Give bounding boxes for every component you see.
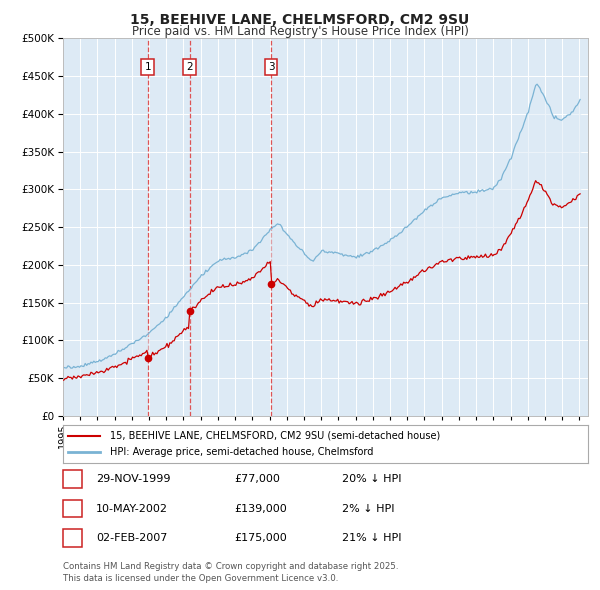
Text: 15, BEEHIVE LANE, CHELMSFORD, CM2 9SU: 15, BEEHIVE LANE, CHELMSFORD, CM2 9SU (130, 13, 470, 27)
Text: 3: 3 (69, 533, 76, 543)
Text: 15, BEEHIVE LANE, CHELMSFORD, CM2 9SU (semi-detached house): 15, BEEHIVE LANE, CHELMSFORD, CM2 9SU (s… (110, 431, 440, 441)
Text: 02-FEB-2007: 02-FEB-2007 (96, 533, 167, 543)
Text: £139,000: £139,000 (234, 504, 287, 513)
Text: 2: 2 (187, 62, 193, 72)
Text: 3: 3 (268, 62, 274, 72)
Text: 21% ↓ HPI: 21% ↓ HPI (342, 533, 401, 543)
Text: 2% ↓ HPI: 2% ↓ HPI (342, 504, 395, 513)
Text: HPI: Average price, semi-detached house, Chelmsford: HPI: Average price, semi-detached house,… (110, 447, 374, 457)
Text: £77,000: £77,000 (234, 474, 280, 484)
Text: 20% ↓ HPI: 20% ↓ HPI (342, 474, 401, 484)
Text: 2: 2 (69, 504, 76, 513)
Text: 1: 1 (145, 62, 151, 72)
Text: Price paid vs. HM Land Registry's House Price Index (HPI): Price paid vs. HM Land Registry's House … (131, 25, 469, 38)
Text: 10-MAY-2002: 10-MAY-2002 (96, 504, 168, 513)
Text: Contains HM Land Registry data © Crown copyright and database right 2025.
This d: Contains HM Land Registry data © Crown c… (63, 562, 398, 583)
Text: 1: 1 (69, 474, 76, 484)
Text: 29-NOV-1999: 29-NOV-1999 (96, 474, 170, 484)
Text: £175,000: £175,000 (234, 533, 287, 543)
